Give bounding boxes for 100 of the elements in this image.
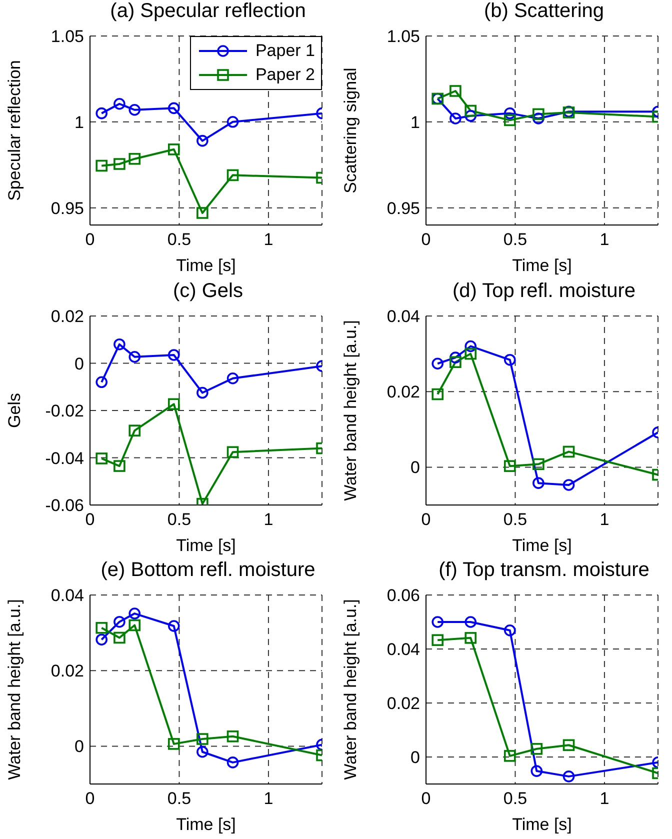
point — [432, 388, 444, 400]
point — [532, 112, 544, 124]
chart-title: (a) Specular reflection — [109, 0, 307, 24]
point — [168, 144, 180, 156]
point — [450, 85, 462, 97]
y-tick-label: 1 — [410, 112, 420, 132]
x-tick-label: 0.5 — [167, 230, 192, 250]
point — [432, 634, 444, 646]
point — [96, 452, 108, 464]
point — [196, 733, 208, 746]
x-axis-title: Time [s] — [176, 536, 236, 555]
point — [114, 632, 126, 644]
y-tick-label: 0 — [74, 354, 84, 373]
y-axis-title: Water band height [a.u.] — [5, 599, 24, 780]
point — [168, 398, 180, 410]
y-axis-title: Specular reflection — [5, 60, 24, 201]
x-axis-title: Time [s] — [512, 815, 572, 834]
point — [562, 740, 575, 752]
point — [114, 98, 126, 110]
point — [432, 357, 444, 370]
point — [196, 134, 208, 147]
x-axis-title: Time [s] — [512, 536, 572, 555]
point — [128, 104, 141, 116]
point — [114, 616, 126, 628]
point — [168, 102, 180, 114]
point — [114, 460, 126, 472]
y-tick-label: 0.04 — [386, 306, 420, 326]
x-tick-label: 1 — [264, 230, 274, 250]
point — [464, 632, 477, 644]
y-tick-label: 0.02 — [50, 662, 84, 681]
y-tick-label: 0.04 — [386, 640, 420, 660]
chart-title: (b) Scattering — [482, 0, 606, 24]
point — [464, 104, 477, 117]
point — [168, 620, 180, 632]
y-tick-label: -0.06 — [45, 496, 84, 515]
point — [226, 169, 239, 182]
point — [114, 158, 126, 170]
y-tick-label: 0.04 — [50, 586, 84, 606]
y-tick-label: 0.02 — [50, 306, 84, 326]
point — [128, 608, 141, 620]
point — [450, 112, 462, 124]
x-tick-label: 0.5 — [503, 789, 528, 808]
point — [196, 207, 208, 219]
x-axis-title: Time [s] — [512, 256, 572, 275]
point — [226, 116, 239, 128]
point — [450, 356, 462, 368]
point — [128, 350, 141, 362]
chart-title: (d) Top refl. moisture — [451, 280, 637, 304]
chart-title: (c) Gels — [172, 280, 244, 304]
point — [96, 622, 108, 634]
point — [128, 620, 141, 632]
y-tick-label: 0.06 — [386, 586, 420, 606]
point — [168, 738, 180, 750]
point — [96, 376, 108, 388]
point — [530, 743, 543, 756]
point — [562, 478, 575, 491]
y-tick-label: 0.95 — [50, 198, 84, 218]
point — [464, 348, 477, 360]
point — [530, 765, 543, 778]
point — [532, 476, 544, 489]
point — [504, 354, 516, 366]
point — [226, 730, 239, 743]
point — [562, 770, 575, 783]
x-tick-label: 0.5 — [503, 510, 528, 529]
chart-title: (f) Top transm. moisture — [438, 559, 650, 584]
point — [128, 152, 141, 165]
x-tick-label: 1 — [600, 510, 610, 529]
point — [450, 351, 462, 364]
point — [464, 340, 477, 352]
y-axis-title: Water band height [a.u.] — [341, 320, 360, 501]
point — [464, 110, 477, 122]
y-axis-title: Gels — [5, 392, 24, 428]
x-tick-label: 0.5 — [167, 789, 192, 808]
point — [504, 107, 516, 120]
point — [196, 386, 208, 398]
y-tick-label: 0.02 — [386, 382, 420, 402]
x-tick-label: 1 — [264, 789, 274, 808]
y-tick-label: -0.02 — [45, 401, 84, 420]
y-tick-label: 1 — [74, 112, 84, 132]
point — [504, 750, 516, 762]
point — [196, 746, 208, 758]
y-tick-label: 0.02 — [386, 694, 420, 714]
x-axis-title: Time [s] — [176, 815, 236, 834]
point — [96, 107, 108, 120]
x-tick-label: 0.5 — [503, 230, 528, 250]
y-axis-title: Water band height [a.u.] — [341, 599, 360, 780]
y-tick-label: 0.95 — [386, 198, 420, 218]
chart-title: (e) Bottom refl. moisture — [100, 559, 316, 584]
x-tick-label: 1 — [600, 789, 610, 808]
point — [226, 446, 239, 458]
point — [226, 756, 239, 769]
point — [504, 114, 516, 126]
x-tick-label: 0.5 — [167, 510, 192, 529]
x-axis-title: Time [s] — [176, 256, 236, 275]
y-tick-label: -0.04 — [45, 448, 84, 468]
point — [96, 160, 108, 172]
point — [532, 458, 544, 470]
point — [504, 460, 516, 472]
y-tick-label: 0 — [74, 738, 84, 757]
x-tick-label: 1 — [600, 230, 610, 250]
